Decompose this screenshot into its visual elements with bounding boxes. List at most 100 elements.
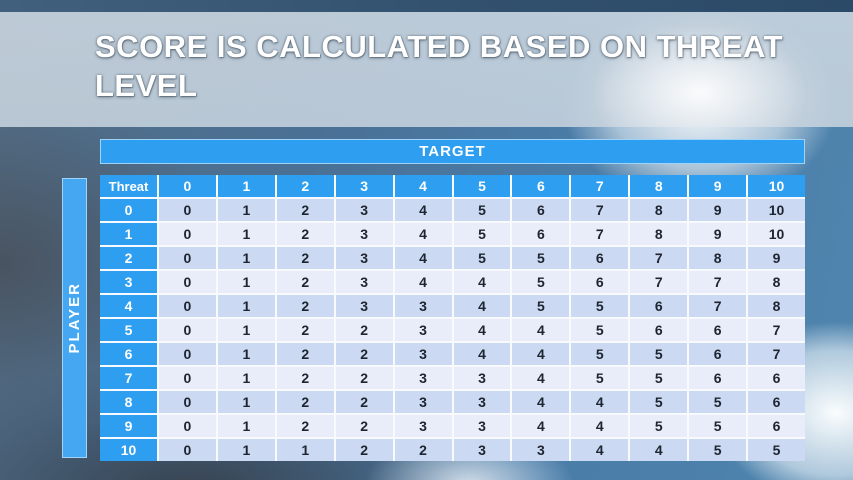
score-cell: 0 <box>159 295 216 317</box>
score-cell: 5 <box>571 295 629 317</box>
score-cell: 5 <box>512 271 570 293</box>
score-cell: 6 <box>689 367 747 389</box>
score-cell: 6 <box>689 319 747 341</box>
column-header-cell: 9 <box>689 175 747 197</box>
score-cell: 7 <box>748 343 805 365</box>
score-cell: 3 <box>453 415 511 437</box>
score-cell: 5 <box>571 343 629 365</box>
score-cell: 4 <box>394 223 452 245</box>
score-cell: 2 <box>335 391 393 413</box>
score-cell: 3 <box>335 295 393 317</box>
score-cell: 4 <box>453 319 511 341</box>
score-cell: 9 <box>748 247 805 269</box>
column-header-cell: 1 <box>217 175 275 197</box>
column-header-cell: 4 <box>394 175 452 197</box>
score-cell: 4 <box>512 343 570 365</box>
column-header-cell: 7 <box>571 175 629 197</box>
score-cell: 3 <box>394 415 452 437</box>
row-header-cell: 2 <box>100 247 157 269</box>
score-cell: 2 <box>276 295 334 317</box>
score-cell: 4 <box>512 391 570 413</box>
score-cell: 0 <box>159 415 216 437</box>
score-cell: 7 <box>571 223 629 245</box>
score-cell: 5 <box>512 247 570 269</box>
row-header-cell: 4 <box>100 295 157 317</box>
score-cell: 5 <box>689 439 747 461</box>
score-cell: 4 <box>571 415 629 437</box>
score-cell: 3 <box>394 391 452 413</box>
score-cell: 1 <box>217 439 275 461</box>
row-header-cell: 6 <box>100 343 157 365</box>
score-cell: 4 <box>453 343 511 365</box>
column-header-cell: 5 <box>453 175 511 197</box>
score-cell: 5 <box>630 367 688 389</box>
score-cell: 2 <box>335 367 393 389</box>
score-cell: 4 <box>394 271 452 293</box>
score-cell: 5 <box>453 247 511 269</box>
score-cell: 6 <box>571 271 629 293</box>
player-bar: PLAYER <box>62 178 87 458</box>
score-cell: 4 <box>453 295 511 317</box>
top-strip <box>0 0 853 12</box>
column-header-cell: 0 <box>159 175 216 197</box>
score-cell: 5 <box>571 367 629 389</box>
score-cell: 6 <box>748 415 805 437</box>
row-header-cell: 9 <box>100 415 157 437</box>
target-label: TARGET <box>419 143 486 160</box>
score-cell: 1 <box>217 391 275 413</box>
score-cell: 5 <box>689 391 747 413</box>
column-header-cell: 8 <box>630 175 688 197</box>
row-header-cell: 1 <box>100 223 157 245</box>
score-cell: 2 <box>276 199 334 221</box>
score-cell: 4 <box>512 319 570 341</box>
player-label: PLAYER <box>66 282 83 354</box>
score-cell: 2 <box>276 247 334 269</box>
score-cell: 4 <box>512 367 570 389</box>
score-cell: 3 <box>335 271 393 293</box>
score-cell: 3 <box>394 343 452 365</box>
score-cell: 1 <box>217 271 275 293</box>
score-cell: 3 <box>394 319 452 341</box>
score-cell: 3 <box>335 223 393 245</box>
row-header-cell: 3 <box>100 271 157 293</box>
score-cell: 3 <box>394 367 452 389</box>
score-cell: 6 <box>748 367 805 389</box>
score-cell: 1 <box>217 223 275 245</box>
score-cell: 0 <box>159 223 216 245</box>
score-cell: 4 <box>630 439 688 461</box>
score-cell: 7 <box>748 319 805 341</box>
score-cell: 3 <box>512 439 570 461</box>
row-header-cell: 0 <box>100 199 157 221</box>
score-cell: 6 <box>512 199 570 221</box>
score-cell: 2 <box>335 439 393 461</box>
score-cell: 1 <box>217 247 275 269</box>
score-cell: 3 <box>453 439 511 461</box>
score-cell: 3 <box>453 367 511 389</box>
score-cell: 6 <box>630 319 688 341</box>
score-cell: 0 <box>159 247 216 269</box>
score-cell: 10 <box>748 223 805 245</box>
score-cell: 4 <box>571 439 629 461</box>
score-cell: 1 <box>217 367 275 389</box>
score-cell: 1 <box>276 439 334 461</box>
score-cell: 7 <box>630 271 688 293</box>
score-cell: 0 <box>159 439 216 461</box>
score-cell: 2 <box>335 319 393 341</box>
score-cell: 2 <box>335 343 393 365</box>
score-cell: 4 <box>394 199 452 221</box>
score-cell: 3 <box>453 391 511 413</box>
score-cell: 5 <box>512 295 570 317</box>
score-cell: 2 <box>276 391 334 413</box>
title-band <box>0 12 853 127</box>
target-band: TARGET <box>100 139 805 164</box>
score-cell: 4 <box>394 247 452 269</box>
score-cell: 1 <box>217 415 275 437</box>
score-cell: 3 <box>394 295 452 317</box>
score-cell: 0 <box>159 271 216 293</box>
score-cell: 5 <box>630 415 688 437</box>
score-cell: 8 <box>748 271 805 293</box>
column-header-cell: 3 <box>335 175 393 197</box>
score-cell: 5 <box>630 343 688 365</box>
score-cell: 2 <box>276 319 334 341</box>
